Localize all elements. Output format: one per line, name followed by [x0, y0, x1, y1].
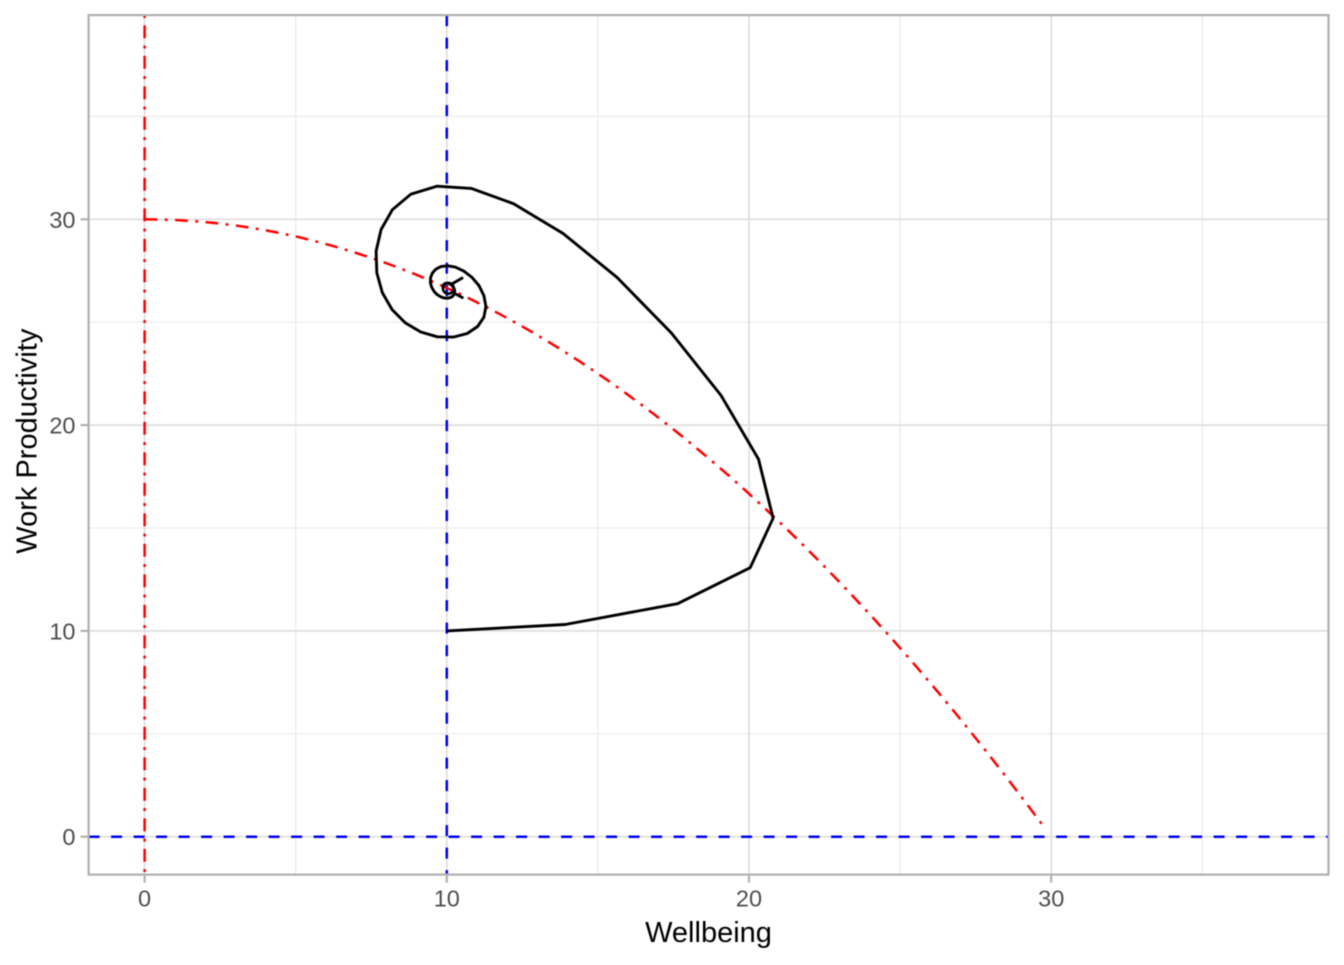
- svg-text:0: 0: [62, 824, 75, 850]
- svg-text:Work Productivity: Work Productivity: [12, 328, 44, 554]
- svg-text:0: 0: [138, 885, 151, 911]
- svg-text:20: 20: [49, 413, 75, 439]
- svg-text:Wellbeing: Wellbeing: [645, 917, 772, 949]
- svg-text:10: 10: [434, 885, 460, 911]
- svg-text:20: 20: [736, 885, 762, 911]
- svg-text:30: 30: [1038, 885, 1064, 911]
- svg-text:30: 30: [49, 207, 75, 233]
- svg-text:10: 10: [49, 618, 75, 644]
